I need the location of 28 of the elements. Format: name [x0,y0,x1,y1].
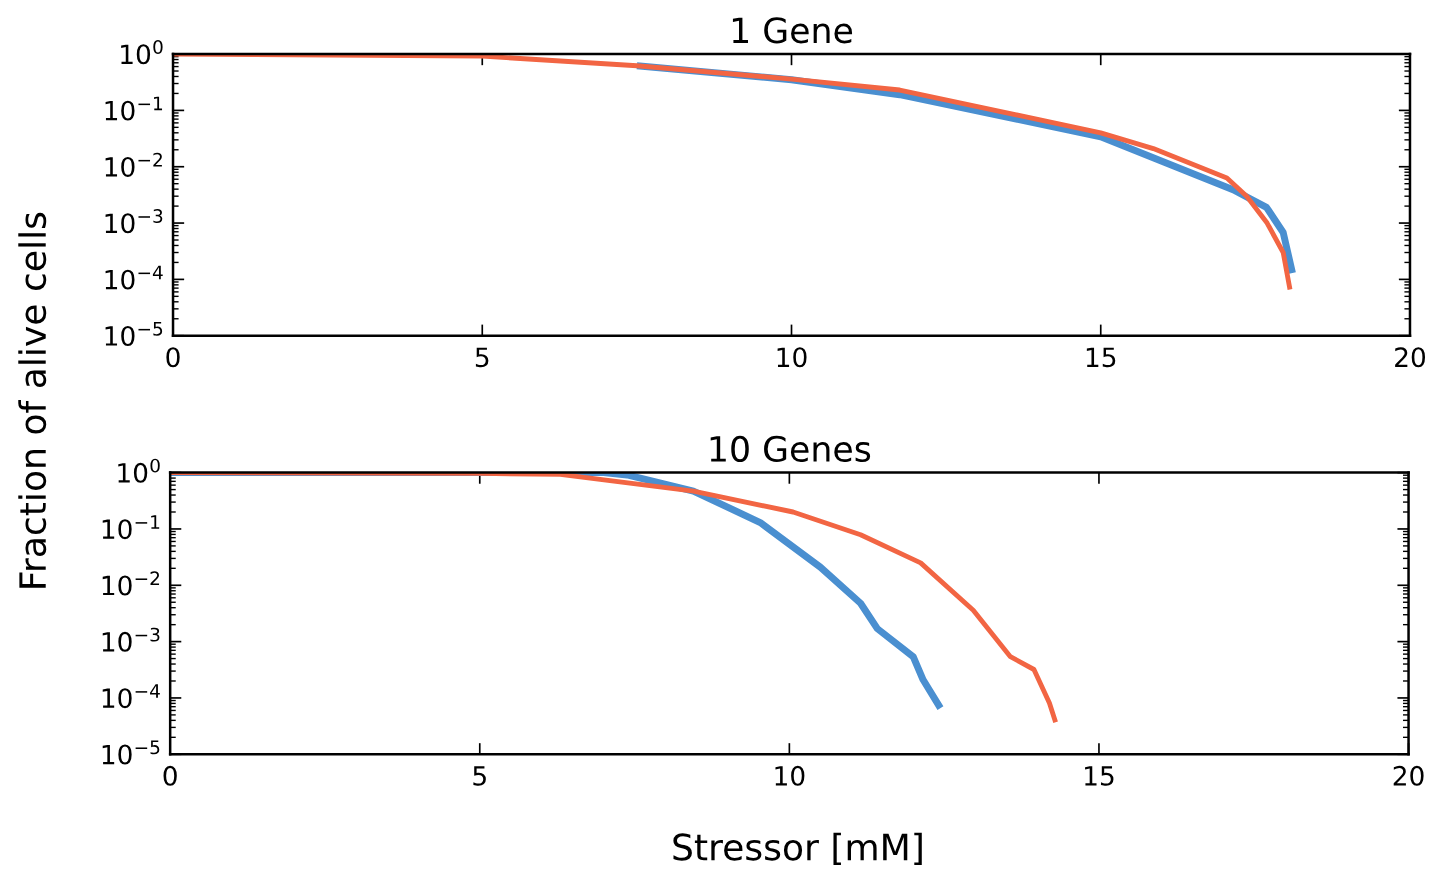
y-tick-label: 10$^{−4}$ [102,684,160,709]
y-tick-label: 10$^{−2}$ [102,571,160,596]
y-tick-label: 10$^{0}$ [118,458,160,483]
x-tick-label: 15 [1086,347,1116,368]
x-tick-label: 5 [475,347,489,368]
x-axis-title: Stressor [mM] [673,832,922,865]
x-tick-label: 0 [166,347,180,368]
x-tick-label: 10 [775,765,805,786]
y-tick-label: 10$^{−5}$ [102,740,160,765]
y-tick-label: 10$^{0}$ [121,40,163,65]
x-tick-label: 5 [473,766,486,786]
x-tick-label: 15 [1085,766,1114,786]
x-tick-label: 20 [1395,347,1426,368]
y-tick-label: 10$^{−1}$ [102,515,160,540]
chart-title: 1 Gene [732,17,853,44]
x-tick-label: 10 [777,347,807,368]
y-tick-label: 10$^{−3}$ [102,627,160,652]
y-tick-label: 10$^{−1}$ [105,96,163,121]
y-tick-label: 10$^{−3}$ [105,209,163,234]
y-axis-title: Fraction of alive cells [18,212,47,588]
y-tick-label: 10$^{−5}$ [105,322,163,346]
x-tick-label: 20 [1393,765,1424,786]
x-tick-label: 0 [163,765,177,786]
chart-title: 10 Genes [710,435,871,463]
y-tick-label: 10$^{−2}$ [105,152,162,177]
line-series [173,54,1293,292]
y-tick-label: 10$^{−4}$ [105,265,163,290]
line-series [170,472,1059,725]
